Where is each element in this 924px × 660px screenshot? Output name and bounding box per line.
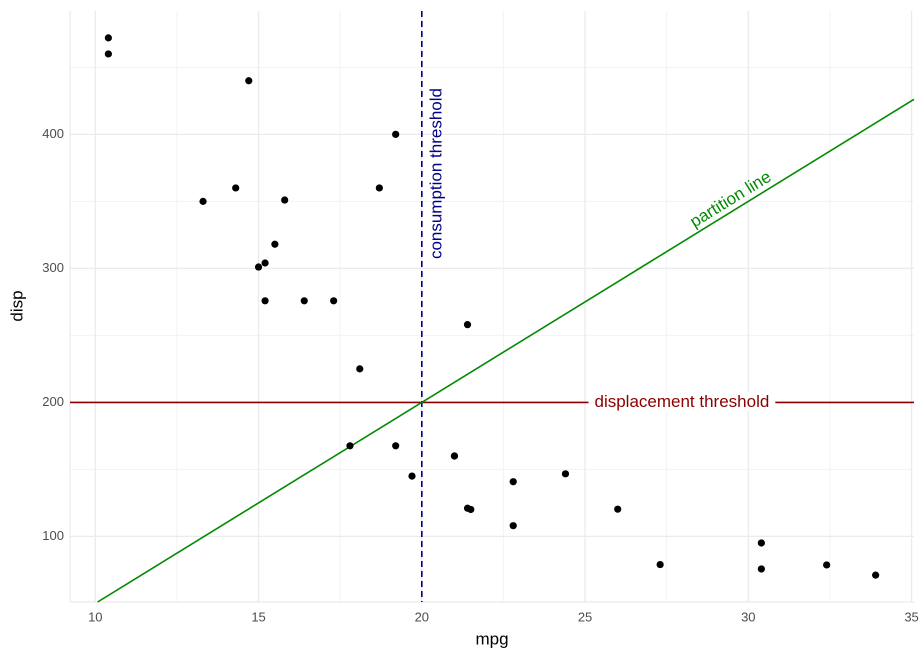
point xyxy=(330,297,338,305)
abline-label: partition line xyxy=(686,167,774,231)
x-tick-label: 35 xyxy=(904,609,918,624)
point xyxy=(104,34,112,42)
point xyxy=(614,505,622,513)
label-background xyxy=(588,391,776,411)
point xyxy=(300,297,308,305)
point xyxy=(375,184,383,192)
point xyxy=(261,259,269,267)
point xyxy=(356,365,364,373)
y-tick-label: 400 xyxy=(42,126,64,141)
point xyxy=(561,470,570,478)
x-tick-label: 30 xyxy=(741,609,755,624)
x-tick-label: 20 xyxy=(415,609,429,624)
point xyxy=(463,321,472,329)
vline-label: consumption threshold xyxy=(426,88,445,259)
point xyxy=(757,539,765,547)
point xyxy=(261,297,269,305)
point xyxy=(656,560,664,569)
y-axis-title: disp xyxy=(7,290,26,321)
point xyxy=(872,571,880,579)
x-axis-title: mpg xyxy=(475,629,508,648)
x-tick-label: 25 xyxy=(578,609,592,624)
point xyxy=(509,478,517,486)
hline-label: displacement threshold xyxy=(594,392,769,411)
y-tick-label: 200 xyxy=(42,394,64,409)
point xyxy=(757,565,765,573)
abline xyxy=(97,98,915,603)
point xyxy=(245,77,253,85)
point xyxy=(104,50,112,58)
point xyxy=(392,130,400,138)
point xyxy=(450,452,459,460)
point xyxy=(463,504,472,512)
point xyxy=(281,196,289,204)
point xyxy=(199,197,207,205)
x-tick-label: 15 xyxy=(251,609,265,624)
point xyxy=(232,184,240,192)
point xyxy=(823,561,831,569)
point xyxy=(408,472,416,480)
x-tick-label: 10 xyxy=(88,609,102,624)
y-tick-label: 300 xyxy=(42,260,64,275)
y-tick-label: 100 xyxy=(42,528,64,543)
point xyxy=(271,240,279,248)
point xyxy=(509,522,517,530)
point xyxy=(254,263,263,271)
point xyxy=(392,442,400,450)
point xyxy=(346,442,354,450)
